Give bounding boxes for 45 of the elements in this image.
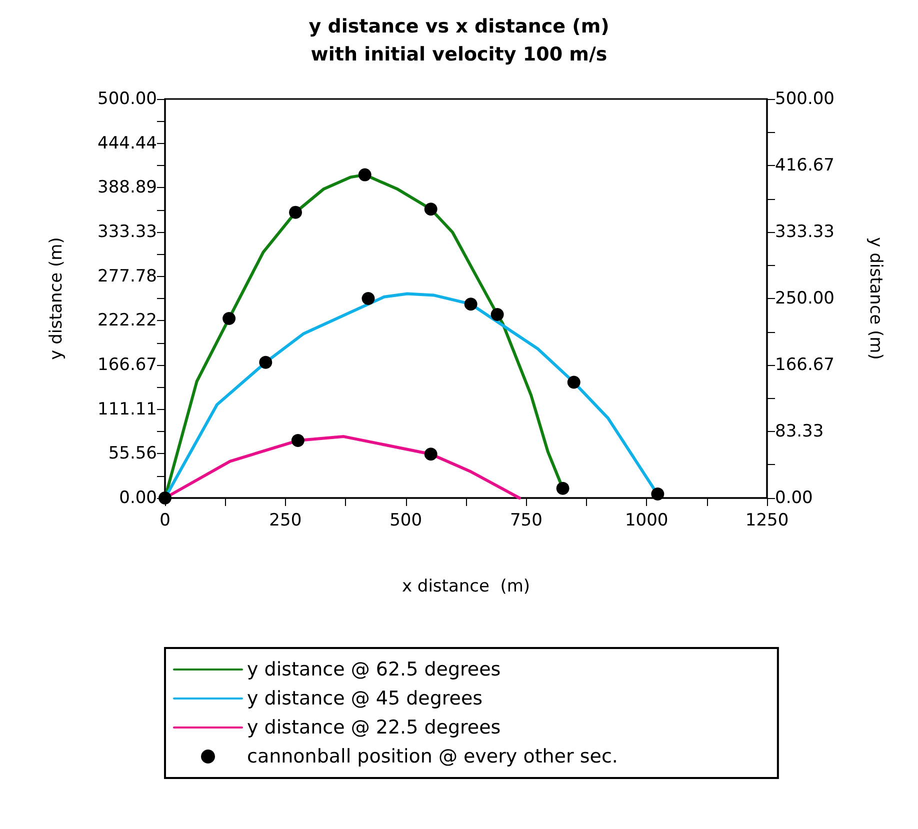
x-tick-label: 1250: [745, 510, 789, 530]
legend-label: cannonball position @ every other sec.: [247, 746, 618, 768]
y2-axis-title: y distance (m): [866, 237, 886, 360]
y2-tick-label: 250.00: [775, 288, 834, 308]
legend-label: y distance @ 62.5 degrees: [247, 658, 501, 680]
point: [222, 312, 236, 325]
point: [556, 482, 570, 495]
point: [490, 308, 504, 321]
y2-tick-label: 500.00: [775, 89, 834, 109]
x-tick-label: 1000: [624, 510, 668, 530]
y2-tick-label: 333.33: [775, 222, 834, 242]
point: [291, 434, 304, 448]
x-tick-label: 250: [269, 510, 302, 530]
point: [424, 202, 438, 216]
y-tick-label: 277.78: [98, 266, 157, 286]
x-axis-title: x distance (m): [402, 576, 530, 596]
y-tick-label: 0.00: [119, 488, 157, 508]
y-tick-label: 444.44: [98, 133, 157, 154]
point: [289, 206, 302, 219]
y-tick-label: 222.22: [98, 310, 157, 331]
point: [651, 488, 664, 501]
point: [259, 356, 272, 369]
y2-tick-label: 83.33: [775, 422, 824, 442]
legend-label: y distance @ 45 degrees: [247, 688, 483, 710]
y2-tick-label: 166.67: [775, 354, 834, 375]
x-tick-label: 0: [160, 510, 170, 530]
point: [464, 298, 478, 311]
y-tick-label: 55.56: [108, 444, 157, 464]
legend-label: y distance @ 22.5 degrees: [247, 716, 501, 738]
y-tick-label: 166.67: [98, 354, 157, 375]
chart-subtitle: with initial velocity 100 m/s: [310, 44, 608, 66]
y-tick-label: 333.33: [98, 222, 157, 242]
y-tick-label: 388.89: [98, 178, 157, 198]
point: [362, 292, 375, 305]
y2-tick-label: 416.67: [775, 155, 834, 176]
x-tick-label: 750: [510, 510, 542, 530]
point: [358, 168, 372, 182]
y-tick-label: 111.11: [98, 399, 157, 420]
y-tick-label: 500.00: [98, 89, 157, 109]
point: [424, 448, 438, 461]
y2-tick-label: 0.00: [775, 488, 813, 508]
x-tick-label: 500: [390, 510, 422, 530]
point: [567, 376, 580, 389]
chart-title: y distance vs x distance (m): [308, 16, 610, 38]
y-axis-title: y distance (m): [46, 237, 66, 360]
